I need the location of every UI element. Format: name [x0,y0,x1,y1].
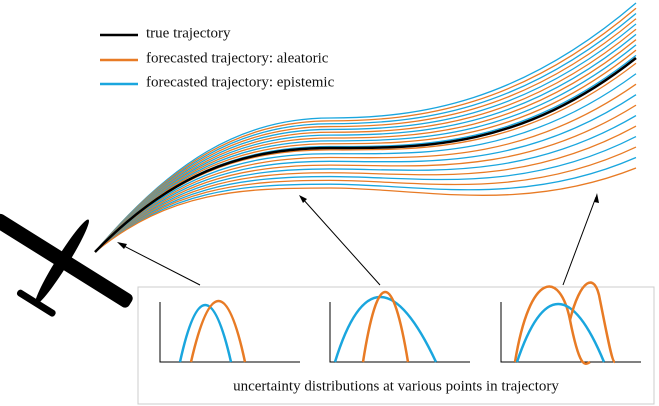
trajectory [94,135,637,253]
trajectory [94,73,637,253]
inset-plots [159,281,641,365]
trajectory [94,167,637,253]
trajectory [94,125,637,253]
trajectory [94,83,637,253]
trajectory [94,39,637,253]
arrows [119,196,597,286]
legend-label: true trajectory [146,25,231,41]
trajectory [94,2,637,253]
trajectory [94,18,637,253]
inset-caption: uncertainty distributions at various poi… [233,378,559,394]
trajectory [94,49,637,253]
arrowheads [117,193,599,249]
trajectory [94,7,637,253]
airplane [0,213,133,317]
trajectory [94,23,637,253]
trajectory [94,115,637,253]
trajectory [94,12,637,253]
legend-label: forecasted trajectory: epistemic [146,74,335,90]
trajectory [94,57,637,253]
trajectory [94,146,637,253]
trajectory [94,28,637,253]
trajectory [94,104,637,253]
trajectory [94,33,637,253]
trajectories [94,2,637,253]
trajectory [94,44,637,253]
legend-label: forecasted trajectory: aleatoric [146,50,329,66]
legend: true trajectory forecasted trajectory: a… [100,25,335,90]
trajectory [94,156,637,253]
trajectory [94,94,637,253]
